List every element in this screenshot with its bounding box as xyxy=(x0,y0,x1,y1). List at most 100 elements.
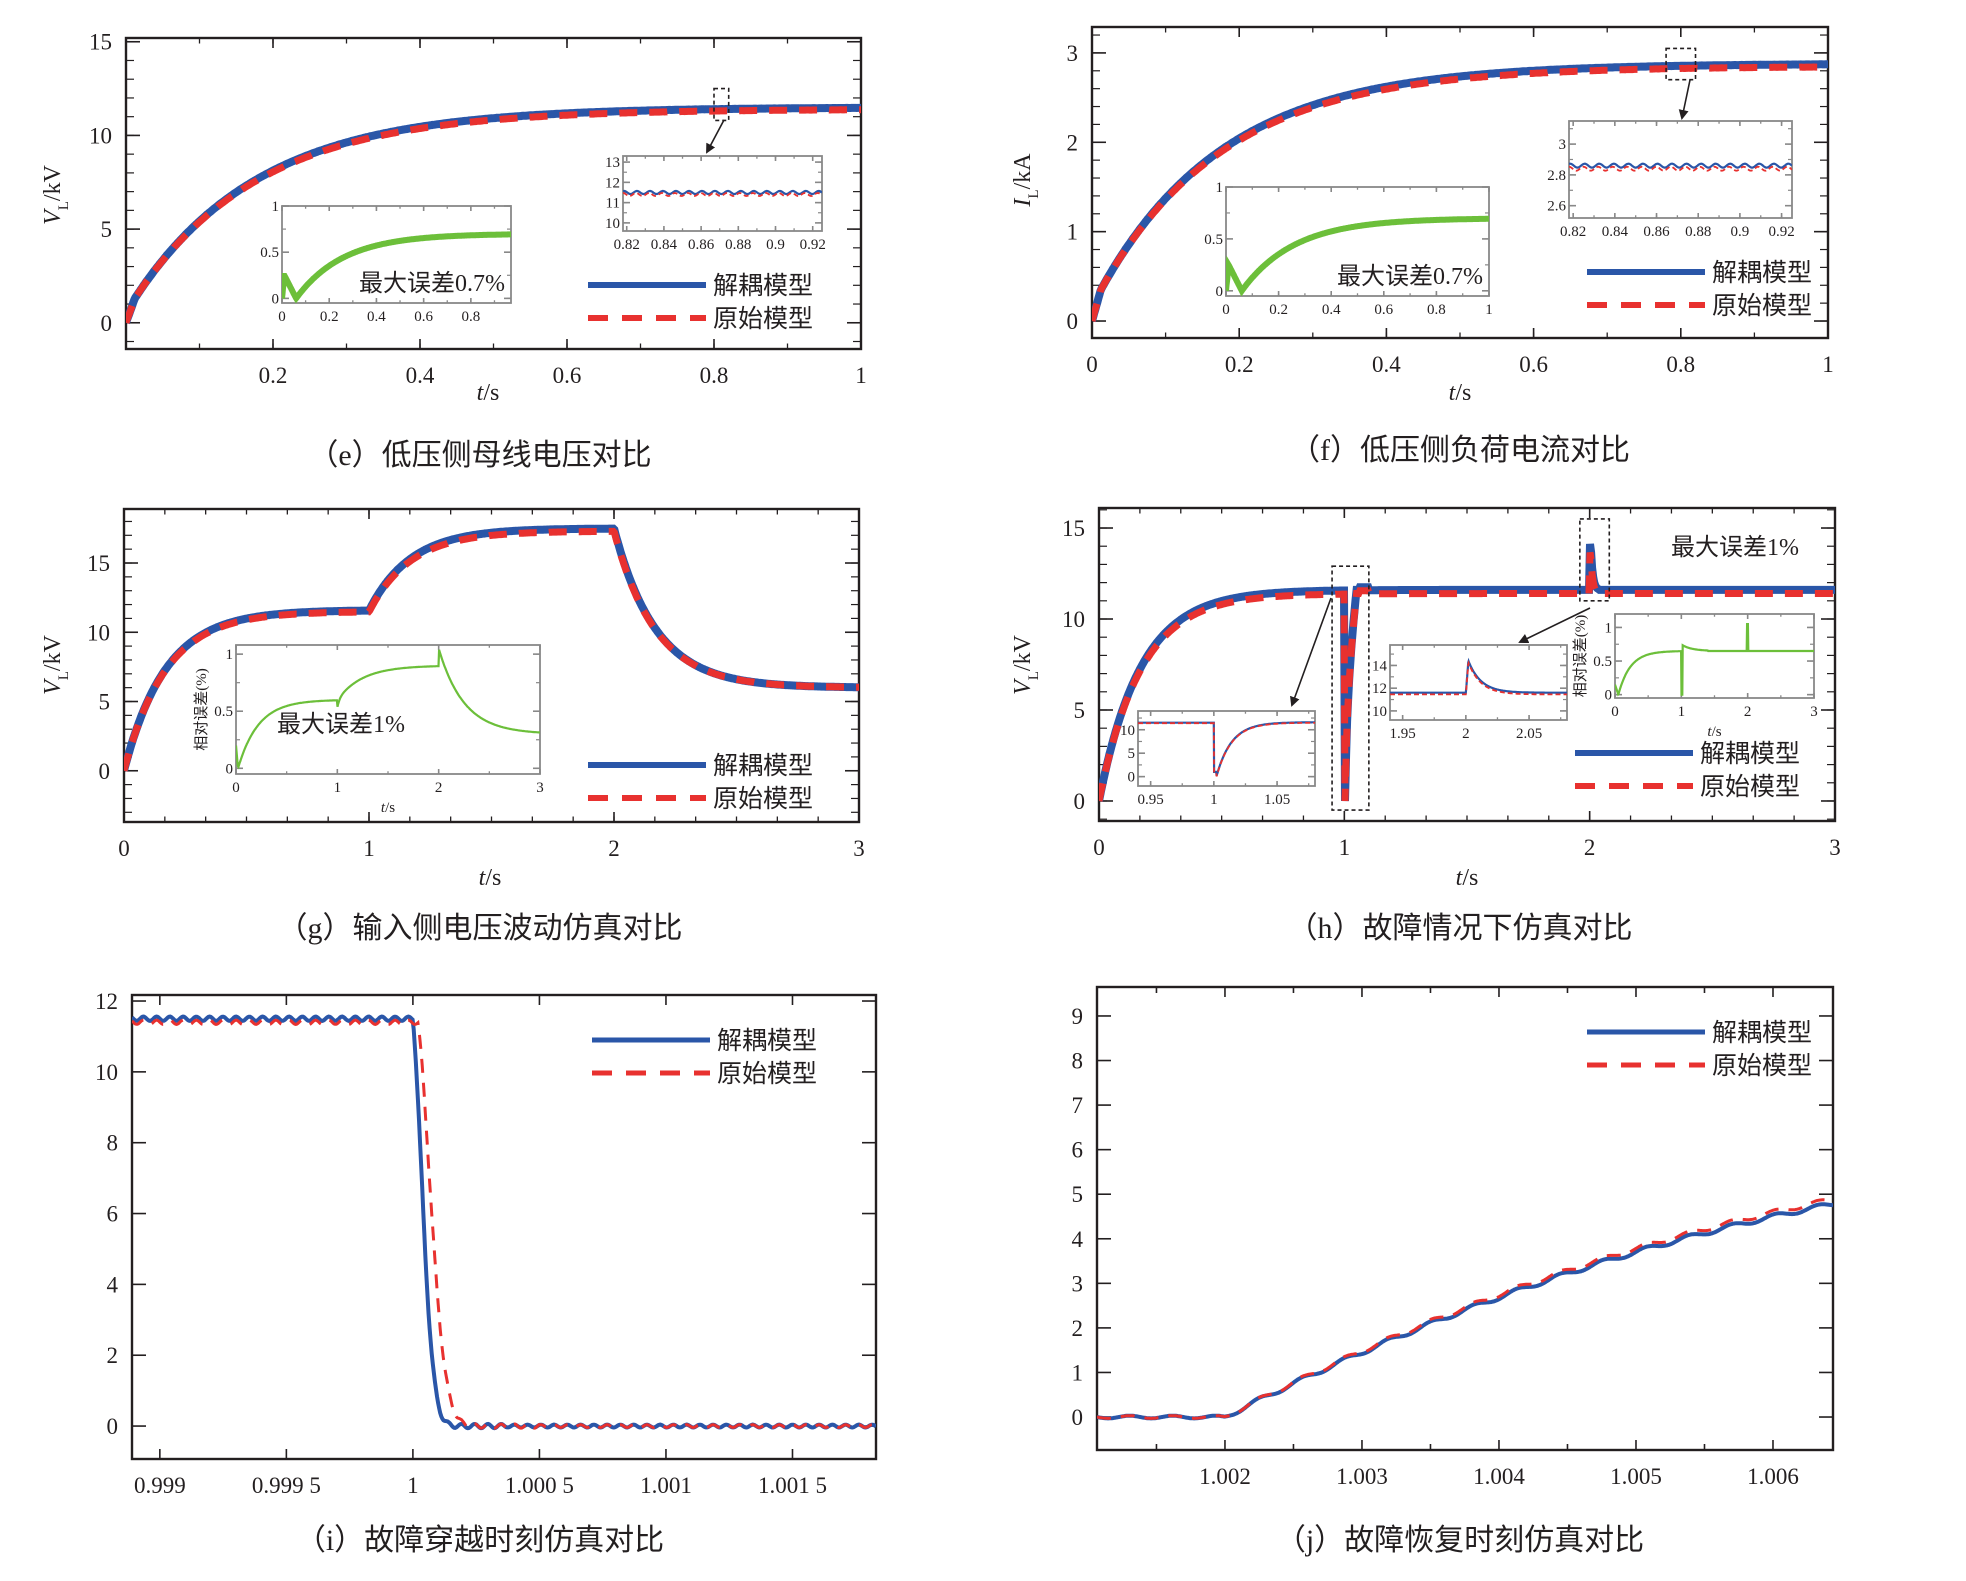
x-tick-label: 0.92 xyxy=(800,237,826,253)
y-tick-label: 0 xyxy=(1605,688,1613,704)
zoom-arrow xyxy=(1518,607,1591,644)
y-tick-label: 0.5 xyxy=(260,245,279,261)
legend-label-original: 原始模型 xyxy=(1712,292,1812,320)
y-tick-label: 12 xyxy=(95,989,118,1014)
y-label-symbol: I xyxy=(1010,198,1036,208)
legend-label-decoupled: 解耦模型 xyxy=(713,272,813,300)
x-axis-label: t/s xyxy=(1456,865,1479,891)
x-tick-label: 1 xyxy=(1822,352,1834,377)
x-tick-label: 0 xyxy=(118,836,130,861)
x-tick-label: 0.8 xyxy=(1427,302,1446,318)
legend-label-decoupled: 解耦模型 xyxy=(713,752,813,780)
x-tick-label: 0 xyxy=(1611,704,1619,720)
error-curve xyxy=(1226,215,1489,296)
y-tick-label: 4 xyxy=(1072,1227,1084,1252)
y-label-subscript: L xyxy=(56,671,72,680)
y-tick-label: 5 xyxy=(101,217,113,242)
x-tick-label: 2.05 xyxy=(1516,726,1542,742)
x-label-unit: /s xyxy=(485,865,501,891)
y-tick-label: 1 xyxy=(1067,220,1079,245)
y-axis-label: VL/kV xyxy=(40,164,72,225)
plot-frame xyxy=(1389,644,1568,721)
error-curve xyxy=(282,231,511,303)
y-tick-label: 1 xyxy=(272,199,280,215)
x-tick-label: 0.86 xyxy=(688,237,715,253)
y-tick-label: 10 xyxy=(1372,704,1387,720)
panel-caption: （j）故障恢复时刻仿真对比 xyxy=(1276,1524,1644,1557)
panel-caption: （h）故障情况下仿真对比 xyxy=(1288,912,1633,945)
x-tick-label: 1.05 xyxy=(1264,792,1290,808)
panel-i: 0.999 0.999 5 1 1.000 5 1.001 1.001 5 0 2 4 6 8 10 1… xyxy=(95,989,878,1557)
panel-g: 0 1 2 3051015VL/kVt/s（g）输入侧电压波动仿真对比解耦模型原始模型… xyxy=(40,507,865,945)
zoom-arrow xyxy=(1290,597,1332,707)
x-tick-label: 1 xyxy=(334,780,342,796)
y-label-subscript: L xyxy=(56,201,72,210)
x-tick-label: 0.86 xyxy=(1643,224,1670,240)
inset-decoupled-curve xyxy=(1569,162,1792,169)
x-label-unit: /s xyxy=(385,800,395,816)
series-original xyxy=(132,1018,876,1430)
y-tick-label: 6 xyxy=(107,1202,119,1227)
max-error-note: 最大误差0.7% xyxy=(1337,263,1483,290)
y-tick-label: 1 xyxy=(1072,1360,1084,1385)
y-label-unit: /kV xyxy=(1010,634,1036,671)
x-tick-label: 1.002 xyxy=(1199,1464,1251,1489)
x-tick-label: 0.92 xyxy=(1768,224,1794,240)
y-tick-label: 8 xyxy=(1072,1049,1084,1074)
x-tick-label: 1.001 5 xyxy=(758,1473,827,1498)
x-tick-label: 1.006 xyxy=(1747,1464,1799,1489)
x-axis-label: t/s xyxy=(479,865,502,891)
x-tick-label: 0.6 xyxy=(553,363,582,388)
y-tick-label: 0 xyxy=(1072,1405,1084,1430)
plot-frame xyxy=(235,644,541,775)
y-tick-label: 0.5 xyxy=(214,704,233,720)
x-tick-label: 2 xyxy=(1584,835,1596,860)
y-tick-label: 5 xyxy=(1074,698,1086,723)
x-label-symbol: t xyxy=(477,380,485,406)
y-tick-label: 10 xyxy=(1120,723,1135,739)
x-label-symbol: t xyxy=(1707,724,1712,740)
error-curve xyxy=(1615,623,1814,697)
inset-zoom: 0.82 0.84 0.86 0.88 0.9 0.92 2.6 2.8 3 xyxy=(1547,120,1795,240)
y-axis-label: VL/kV xyxy=(40,634,72,695)
x-tick-label: 0.6 xyxy=(1519,352,1548,377)
y-tick-label: 5 xyxy=(1128,746,1136,762)
plot-frame xyxy=(1225,186,1490,297)
y-tick-label: 2.8 xyxy=(1547,168,1566,184)
y-tick-label: 0 xyxy=(101,311,113,336)
y-tick-label: 15 xyxy=(87,551,110,576)
y-tick-label: 0.5 xyxy=(1204,232,1223,248)
panel-f: 0 0.2 0.4 0.6 0.8 1 0 1 2 3 IL/kA t/s （f）低压侧负荷电流对比 解耦… xyxy=(1010,25,1834,467)
y-tick-label: 12 xyxy=(605,175,620,191)
x-tick-label: 0.8 xyxy=(700,363,729,388)
x-tick-label: 1.95 xyxy=(1390,726,1416,742)
x-label-symbol: t xyxy=(1456,865,1464,891)
x-tick-label: 3 xyxy=(1829,835,1841,860)
x-tick-label: 2 xyxy=(1744,704,1752,720)
y-tick-label: 7 xyxy=(1072,1093,1084,1118)
x-tick-label: 1 xyxy=(363,836,375,861)
inset-zoom_spike: 1.95 2 2.05 10 12 14 xyxy=(1372,644,1568,742)
y-tick-label: 10 xyxy=(89,123,112,148)
y-tick-label: 5 xyxy=(99,690,111,715)
x-tick-label: 0.88 xyxy=(725,237,751,253)
x-tick-label: 1.005 xyxy=(1610,1464,1662,1489)
x-tick-label: 0.4 xyxy=(1372,352,1401,377)
x-label-symbol: t xyxy=(381,800,386,816)
x-tick-label: 3 xyxy=(1810,704,1818,720)
x-tick-label: 1 xyxy=(1210,792,1218,808)
y-tick-label: 0 xyxy=(1128,770,1136,786)
y-tick-label: 3 xyxy=(1559,137,1567,153)
y-label-unit: /kA xyxy=(1010,153,1036,190)
x-tick-label: 0 xyxy=(232,780,240,796)
x-tick-label: 0.82 xyxy=(614,237,640,253)
x-tick-label: 0 xyxy=(278,309,286,325)
y-tick-label: 0 xyxy=(226,761,234,777)
x-tick-label: 0.2 xyxy=(259,363,288,388)
panel-e: 0.2 0.4 0.6 0.8 1051015VL/kVt/s（e）低压侧母线电压对比解… xyxy=(40,30,867,472)
y-tick-label: 0 xyxy=(1067,309,1079,334)
x-tick-label: 0.4 xyxy=(406,363,435,388)
y-tick-label: 0 xyxy=(107,1414,119,1439)
x-axis-label: t/s xyxy=(1707,724,1721,740)
inset-original-curve xyxy=(1138,721,1315,777)
